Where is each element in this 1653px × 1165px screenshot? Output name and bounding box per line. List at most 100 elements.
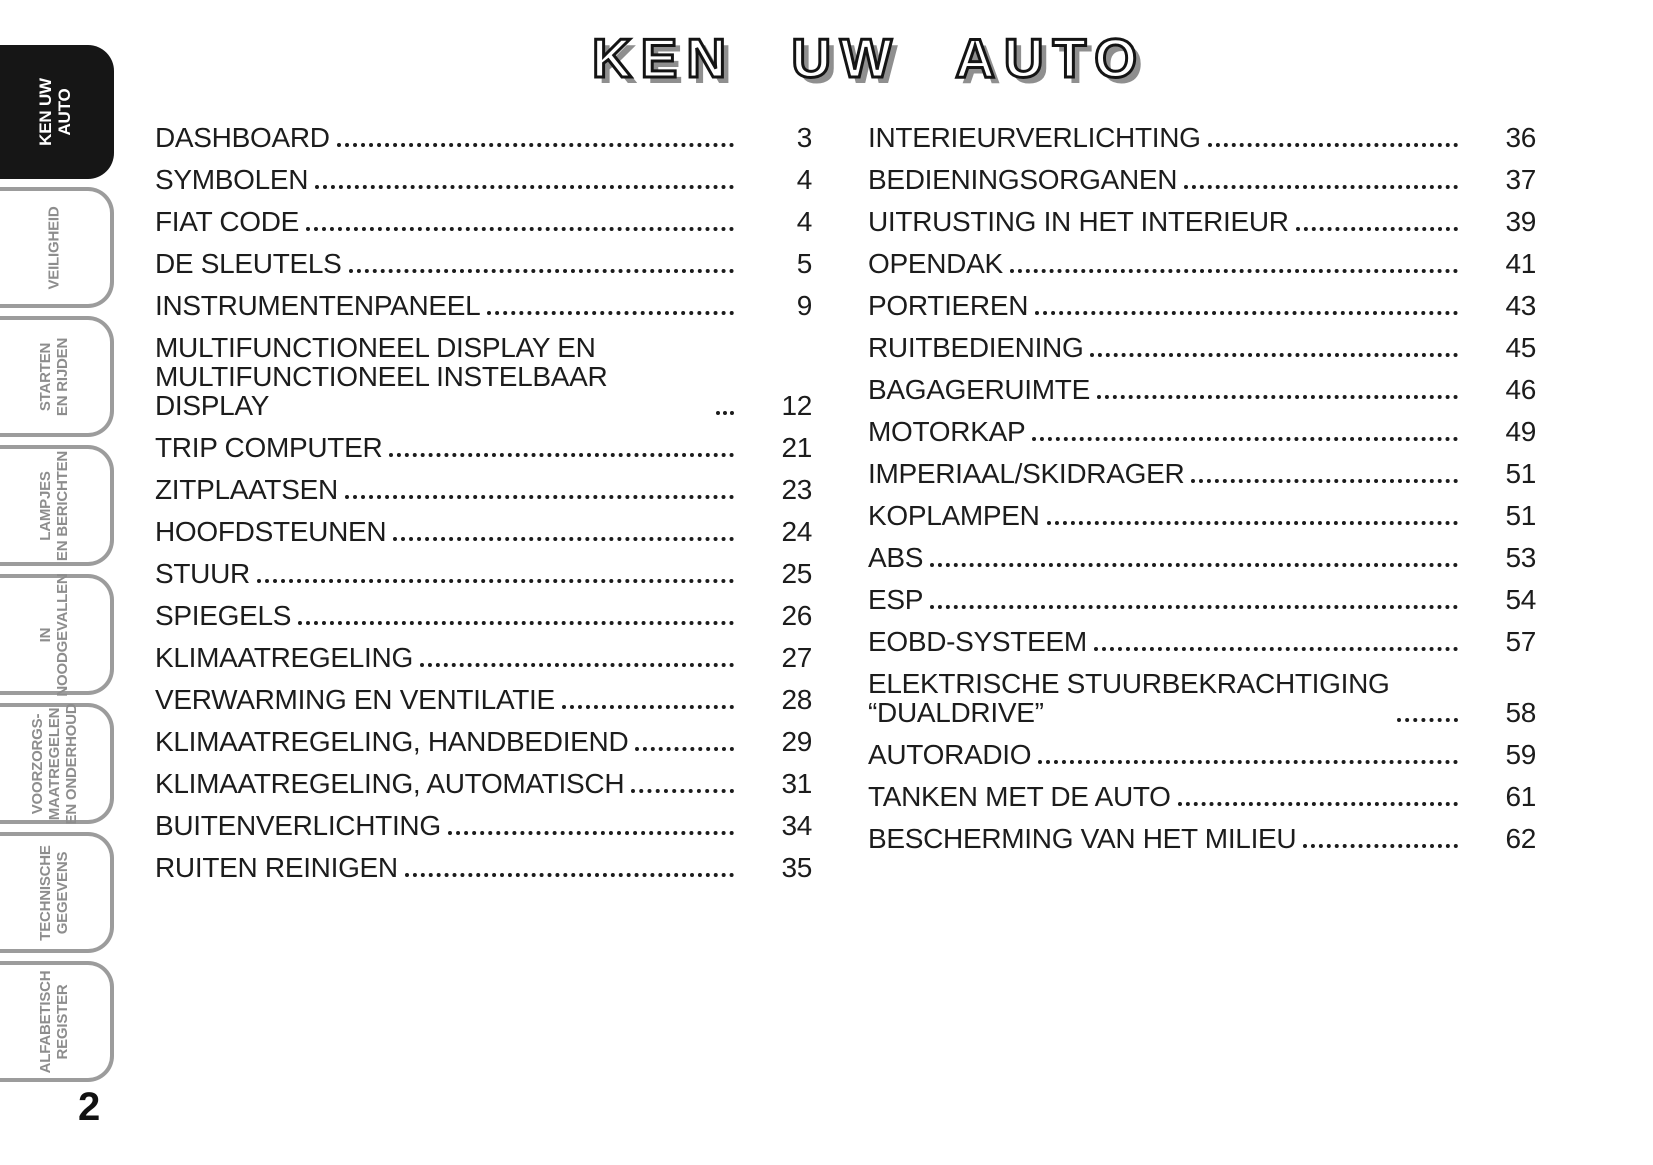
toc-entry-page: 29 — [781, 726, 812, 757]
dot-leader — [447, 831, 734, 835]
toc-entry[interactable]: OPENDAK 41 — [868, 249, 1536, 278]
sidebar-tab-5[interactable]: VOORZORGS- MAATREGELEN EN ONDERHOUD — [0, 703, 114, 824]
toc-entry[interactable]: SYMBOLEN 4 — [155, 165, 812, 194]
toc-entry[interactable]: ABS 53 — [868, 543, 1536, 572]
toc-entry[interactable]: SPIEGELS 26 — [155, 601, 812, 630]
toc-entry[interactable]: MOTORKAP 49 — [868, 417, 1536, 446]
toc-entry[interactable]: INTERIEURVERLICHTING 36 — [868, 123, 1536, 152]
toc-entry[interactable]: PORTIEREN 43 — [868, 291, 1536, 320]
sidebar-tab-label: KEN UW AUTO — [35, 78, 74, 146]
toc-entry[interactable]: ESP 54 — [868, 585, 1536, 614]
toc-entry[interactable]: STUUR 25 — [155, 559, 812, 588]
sidebar-tab-7[interactable]: ALFABETISCH REGISTER — [0, 961, 114, 1082]
toc-entry-title: KLIMAATREGELING — [155, 642, 413, 673]
toc-entry-title: EOBD-SYSTEEM — [868, 626, 1087, 657]
toc-entry-page: 43 — [1505, 290, 1536, 321]
toc-entry[interactable]: BAGAGERUIMTE 46 — [868, 375, 1536, 404]
sidebar-tab-label: STARTEN EN RIJDEN — [37, 337, 71, 416]
toc-entry-page: 34 — [781, 810, 812, 841]
dot-leader — [1191, 479, 1458, 483]
toc-entry-page: 35 — [781, 852, 812, 883]
dot-leader — [1035, 311, 1458, 315]
sidebar-tab-6[interactable]: TECHNISCHE GEGEVENS — [0, 832, 114, 953]
toc-entry-page: 51 — [1505, 500, 1536, 531]
sidebar-tab-label: ALFABETISCH REGISTER — [37, 970, 71, 1073]
toc-entry[interactable]: ELEKTRISCHE STUURBEKRACHTIGING “DUALDRIV… — [868, 669, 1536, 727]
toc-entry-title: MULTIFUNCTIONEEL DISPLAY EN MULTIFUNCTIO… — [155, 332, 608, 421]
toc-entry-title: VERWARMING EN VENTILATIE — [155, 684, 555, 715]
toc-entry[interactable]: UITRUSTING IN HET INTERIEUR 39 — [868, 207, 1536, 236]
toc-entry-title: STUUR — [155, 558, 250, 589]
toc-entry-page: 9 — [796, 290, 813, 321]
sidebar-tab-4[interactable]: IN NOODGEVALLEN — [0, 573, 114, 696]
toc-entry[interactable]: TRIP COMPUTER 21 — [155, 433, 812, 462]
dot-leader — [487, 311, 734, 315]
sidebar-tab-2[interactable]: STARTEN EN RIJDEN — [0, 316, 114, 437]
toc-entry-title: DE SLEUTELS — [155, 248, 342, 279]
toc-entry-page: 21 — [781, 432, 812, 463]
toc-entry[interactable]: AUTORADIO 59 — [868, 740, 1536, 769]
toc-entry-page: 28 — [781, 684, 812, 715]
toc-entry[interactable]: KLIMAATREGELING 27 — [155, 643, 812, 672]
toc-entry-title: KLIMAATREGELING, HANDBEDIEND — [155, 726, 629, 757]
toc-entry-page: 4 — [796, 206, 813, 237]
toc-entry[interactable]: DE SLEUTELS 5 — [155, 249, 812, 278]
toc-entry[interactable]: MULTIFUNCTIONEEL DISPLAY EN MULTIFUNCTIO… — [155, 333, 812, 420]
toc-entry-title: UITRUSTING IN HET INTERIEUR — [868, 206, 1289, 237]
toc-entry-title: SPIEGELS — [155, 600, 292, 631]
toc-entry-title: SYMBOLEN — [155, 164, 309, 195]
sidebar-tab-label: IN NOODGEVALLEN — [37, 572, 71, 697]
toc-entry[interactable]: RUITBEDIENING 45 — [868, 333, 1536, 362]
toc-entry[interactable]: ZITPLAATSEN 23 — [155, 475, 812, 504]
toc-entry[interactable]: KLIMAATREGELING, AUTOMATISCH 31 — [155, 769, 812, 798]
dot-leader — [1396, 718, 1458, 722]
sidebar-tab-label: VEILIGHEID — [45, 206, 63, 290]
sidebar-tab-1[interactable]: VEILIGHEID — [0, 187, 114, 308]
toc-entry-page: 23 — [781, 474, 812, 505]
toc-entry-title: ESP — [868, 584, 924, 615]
toc-entry-title: INTERIEURVERLICHTING — [868, 122, 1201, 153]
toc-entry[interactable]: TANKEN MET DE AUTO 61 — [868, 782, 1536, 811]
dot-leader — [1207, 143, 1458, 147]
toc-entry-title: KOPLAMPEN — [868, 500, 1040, 531]
toc-entry-title: HOOFDSTEUNEN — [155, 516, 387, 547]
dot-leader — [1093, 647, 1458, 651]
toc-entry-page: 24 — [781, 516, 812, 547]
toc-entry-page: 27 — [781, 642, 812, 673]
dot-leader — [256, 579, 734, 583]
toc-entry-page: 31 — [781, 768, 812, 799]
dot-leader — [404, 873, 734, 877]
toc-entry[interactable]: INSTRUMENTENPANEEL 9 — [155, 291, 812, 320]
dot-leader — [315, 185, 734, 189]
sidebar-tab-3[interactable]: LAMPJES EN BERICHTEN — [0, 445, 114, 566]
toc-entry[interactable]: BESCHERMING VAN HET MILIEU 62 — [868, 824, 1536, 853]
dot-leader — [344, 495, 734, 499]
toc-entry[interactable]: KLIMAATREGELING, HANDBEDIEND 29 — [155, 727, 812, 756]
toc-entry[interactable]: BUITENVERLICHTING 34 — [155, 811, 812, 840]
toc-entry[interactable]: DASHBOARD 3 — [155, 123, 812, 152]
toc-entry[interactable]: KOPLAMPEN 51 — [868, 501, 1536, 530]
toc-entry[interactable]: HOOFDSTEUNEN 24 — [155, 517, 812, 546]
dot-leader — [389, 453, 734, 457]
toc-entry-title: KLIMAATREGELING, AUTOMATISCH — [155, 768, 625, 799]
page-number: 2 — [78, 1085, 101, 1129]
toc-entry-page: 26 — [781, 600, 812, 631]
dot-leader — [635, 747, 734, 751]
toc-entry-title: RUITBEDIENING — [868, 332, 1084, 363]
dot-leader — [561, 705, 734, 709]
toc-entry[interactable]: RUITEN REINIGEN 35 — [155, 853, 812, 882]
toc-entry[interactable]: BEDIENINGSORGANEN 37 — [868, 165, 1536, 194]
page-title: KEN UW AUTO — [590, 26, 1147, 91]
toc-entry-page: 53 — [1505, 542, 1536, 573]
toc-entry-title: ZITPLAATSEN — [155, 474, 338, 505]
toc-entry-title: TANKEN MET DE AUTO — [868, 781, 1171, 812]
sidebar-tab-0[interactable]: KEN UW AUTO — [0, 45, 114, 179]
sidebar-tab-label: LAMPJES EN BERICHTEN — [37, 450, 71, 561]
toc-entry[interactable]: FIAT CODE 4 — [155, 207, 812, 236]
toc-entry[interactable]: VERWARMING EN VENTILATIE 28 — [155, 685, 812, 714]
toc-entry-page: 49 — [1505, 416, 1536, 447]
toc-entry-page: 59 — [1505, 739, 1536, 770]
toc-entry[interactable]: EOBD-SYSTEEM 57 — [868, 627, 1536, 656]
dot-leader — [930, 563, 1458, 567]
toc-entry[interactable]: IMPERIAAL/SKIDRAGER 51 — [868, 459, 1536, 488]
